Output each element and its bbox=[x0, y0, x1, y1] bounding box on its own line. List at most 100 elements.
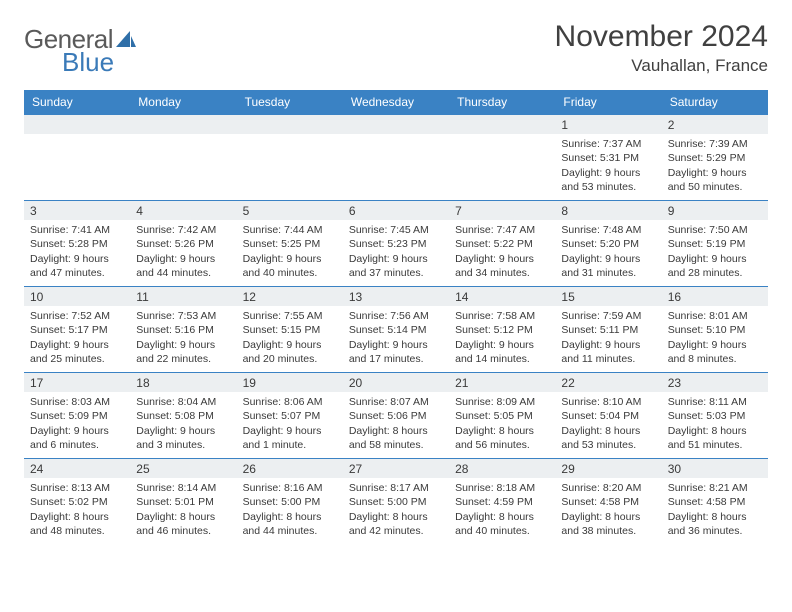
day-number: 15 bbox=[555, 286, 661, 306]
day-number: 9 bbox=[662, 200, 768, 220]
sunrise-line: Sunrise: 8:09 AM bbox=[455, 395, 549, 409]
day-cell: 20Sunrise: 8:07 AMSunset: 5:06 PMDayligh… bbox=[343, 372, 449, 458]
day-number: 5 bbox=[237, 200, 343, 220]
day-number: 14 bbox=[449, 286, 555, 306]
day-number: 19 bbox=[237, 372, 343, 392]
sunset-line: Sunset: 5:04 PM bbox=[561, 409, 655, 423]
sunrise-line: Sunrise: 7:44 AM bbox=[243, 223, 337, 237]
calendar-cell: 12Sunrise: 7:55 AMSunset: 5:15 PMDayligh… bbox=[237, 286, 343, 372]
calendar-table: SundayMondayTuesdayWednesdayThursdayFrid… bbox=[24, 90, 768, 544]
sunset-line: Sunset: 5:12 PM bbox=[455, 323, 549, 337]
sunset-line: Sunset: 5:19 PM bbox=[668, 237, 762, 251]
day-cell: 25Sunrise: 8:14 AMSunset: 5:01 PMDayligh… bbox=[130, 458, 236, 544]
day-number: 26 bbox=[237, 458, 343, 478]
daylight-line: Daylight: 8 hours and 53 minutes. bbox=[561, 424, 655, 452]
calendar-header-row: SundayMondayTuesdayWednesdayThursdayFrid… bbox=[24, 90, 768, 114]
day-number: 30 bbox=[662, 458, 768, 478]
sunrise-line: Sunrise: 8:04 AM bbox=[136, 395, 230, 409]
day-number: 1 bbox=[555, 114, 661, 134]
calendar-cell: 2Sunrise: 7:39 AMSunset: 5:29 PMDaylight… bbox=[662, 114, 768, 200]
sunrise-line: Sunrise: 8:16 AM bbox=[243, 481, 337, 495]
daylight-line: Daylight: 8 hours and 36 minutes. bbox=[668, 510, 762, 538]
sail-icon bbox=[115, 24, 137, 55]
day-number: 27 bbox=[343, 458, 449, 478]
sunset-line: Sunset: 5:25 PM bbox=[243, 237, 337, 251]
day-cell: 6Sunrise: 7:45 AMSunset: 5:23 PMDaylight… bbox=[343, 200, 449, 286]
day-number: 23 bbox=[662, 372, 768, 392]
calendar-cell: 11Sunrise: 7:53 AMSunset: 5:16 PMDayligh… bbox=[130, 286, 236, 372]
daylight-line: Daylight: 8 hours and 44 minutes. bbox=[243, 510, 337, 538]
day-number: 6 bbox=[343, 200, 449, 220]
daylight-line: Daylight: 9 hours and 17 minutes. bbox=[349, 338, 443, 366]
sunset-line: Sunset: 5:08 PM bbox=[136, 409, 230, 423]
sunset-line: Sunset: 5:01 PM bbox=[136, 495, 230, 509]
calendar-cell bbox=[449, 114, 555, 200]
sunrise-line: Sunrise: 8:03 AM bbox=[30, 395, 124, 409]
calendar-week: 17Sunrise: 8:03 AMSunset: 5:09 PMDayligh… bbox=[24, 372, 768, 458]
calendar-cell: 13Sunrise: 7:56 AMSunset: 5:14 PMDayligh… bbox=[343, 286, 449, 372]
calendar-cell: 18Sunrise: 8:04 AMSunset: 5:08 PMDayligh… bbox=[130, 372, 236, 458]
day-cell: 24Sunrise: 8:13 AMSunset: 5:02 PMDayligh… bbox=[24, 458, 130, 544]
sunset-line: Sunset: 5:00 PM bbox=[349, 495, 443, 509]
calendar-cell: 9Sunrise: 7:50 AMSunset: 5:19 PMDaylight… bbox=[662, 200, 768, 286]
sunset-line: Sunset: 5:20 PM bbox=[561, 237, 655, 251]
day-cell: 7Sunrise: 7:47 AMSunset: 5:22 PMDaylight… bbox=[449, 200, 555, 286]
day-cell: 3Sunrise: 7:41 AMSunset: 5:28 PMDaylight… bbox=[24, 200, 130, 286]
calendar-week: 10 Sunrise: 7:52 AMSunset: 5:17 PM Dayligh… bbox=[24, 286, 768, 372]
day-number: 12 bbox=[237, 286, 343, 306]
sunset-line: Sunset: 5:11 PM bbox=[561, 323, 655, 337]
day-number: 7 bbox=[449, 200, 555, 220]
calendar-cell: 29Sunrise: 8:20 AMSunset: 4:58 PMDayligh… bbox=[555, 458, 661, 544]
weekday-header: Thursday bbox=[449, 90, 555, 114]
sunrise-line: Sunrise: 8:18 AM bbox=[455, 481, 549, 495]
sunrise-line: Sunrise: 7:37 AM bbox=[561, 137, 655, 151]
calendar-cell: 24Sunrise: 8:13 AMSunset: 5:02 PMDayligh… bbox=[24, 458, 130, 544]
day-cell: 13Sunrise: 7:56 AMSunset: 5:14 PMDayligh… bbox=[343, 286, 449, 372]
day-number: 10 bbox=[24, 286, 130, 306]
daylight-line: Daylight: 8 hours and 51 minutes. bbox=[668, 424, 762, 452]
sunset-line: Sunset: 5:31 PM bbox=[561, 151, 655, 165]
day-number: 25 bbox=[130, 458, 236, 478]
calendar-cell bbox=[130, 114, 236, 200]
weekday-header: Friday bbox=[555, 90, 661, 114]
daylight-line: Daylight: 9 hours and 11 minutes. bbox=[561, 338, 655, 366]
logo: General Blue bbox=[24, 24, 137, 78]
day-number: 17 bbox=[24, 372, 130, 392]
daylight-line: Daylight: 9 hours and 44 minutes. bbox=[136, 252, 230, 280]
calendar-cell: 4Sunrise: 7:42 AMSunset: 5:26 PMDaylight… bbox=[130, 200, 236, 286]
calendar-cell: 10Sunrise: 7:52 AMSunset: 5:17 PMDayligh… bbox=[24, 286, 130, 372]
sunrise-line: Sunrise: 7:52 AM bbox=[30, 309, 124, 323]
day-number: 16 bbox=[662, 286, 768, 306]
weekday-header: Tuesday bbox=[237, 90, 343, 114]
day-cell bbox=[449, 114, 555, 200]
sunrise-line: Sunrise: 7:55 AM bbox=[243, 309, 337, 323]
sunrise-line: Sunrise: 7:50 AM bbox=[668, 223, 762, 237]
day-cell: 18Sunrise: 8:04 AMSunset: 5:08 PMDayligh… bbox=[130, 372, 236, 458]
calendar-week: 24Sunrise: 8:13 AMSunset: 5:02 PMDayligh… bbox=[24, 458, 768, 544]
daylight-line: Daylight: 9 hours and 20 minutes. bbox=[243, 338, 337, 366]
empty-day bbox=[130, 114, 236, 134]
sunrise-line: Sunrise: 8:10 AM bbox=[561, 395, 655, 409]
calendar-cell: 3Sunrise: 7:41 AMSunset: 5:28 PMDaylight… bbox=[24, 200, 130, 286]
sunset-line: Sunset: 5:03 PM bbox=[668, 409, 762, 423]
calendar-cell: 14Sunrise: 7:58 AMSunset: 5:12 PMDayligh… bbox=[449, 286, 555, 372]
day-cell: 1Sunrise: 7:37 AMSunset: 5:31 PMDaylight… bbox=[555, 114, 661, 200]
day-number: 18 bbox=[130, 372, 236, 392]
daylight-line: Daylight: 9 hours and 40 minutes. bbox=[243, 252, 337, 280]
daylight-line: Daylight: 8 hours and 56 minutes. bbox=[455, 424, 549, 452]
sunset-line: Sunset: 5:17 PM bbox=[30, 323, 124, 337]
day-cell: 22Sunrise: 8:10 AMSunset: 5:04 PMDayligh… bbox=[555, 372, 661, 458]
sunset-line: Sunset: 5:26 PM bbox=[136, 237, 230, 251]
sunrise-line: Sunrise: 7:59 AM bbox=[561, 309, 655, 323]
calendar-cell: 17Sunrise: 8:03 AMSunset: 5:09 PMDayligh… bbox=[24, 372, 130, 458]
empty-day bbox=[449, 114, 555, 134]
sunset-line: Sunset: 5:14 PM bbox=[349, 323, 443, 337]
day-cell: 2Sunrise: 7:39 AMSunset: 5:29 PMDaylight… bbox=[662, 114, 768, 200]
sunset-line: Sunset: 5:00 PM bbox=[243, 495, 337, 509]
sunset-line: Sunset: 4:58 PM bbox=[668, 495, 762, 509]
day-cell: 10Sunrise: 7:52 AMSunset: 5:17 PMDayligh… bbox=[24, 286, 130, 372]
daylight-line: Daylight: 8 hours and 46 minutes. bbox=[136, 510, 230, 538]
daylight-line: Daylight: 8 hours and 40 minutes. bbox=[455, 510, 549, 538]
day-cell: 17Sunrise: 8:03 AMSunset: 5:09 PMDayligh… bbox=[24, 372, 130, 458]
daylight-line: Daylight: 8 hours and 48 minutes. bbox=[30, 510, 124, 538]
